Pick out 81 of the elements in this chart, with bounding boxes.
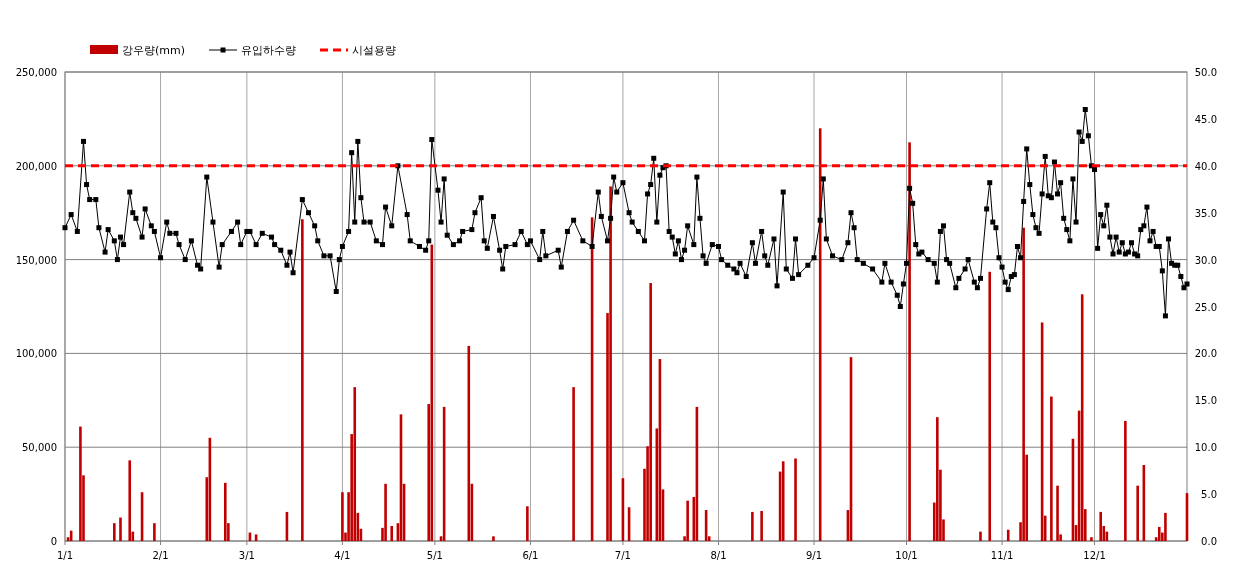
bar <box>467 345 471 541</box>
bar <box>707 536 711 541</box>
legend-label: 강우량(mm) <box>122 44 186 57</box>
bar <box>1157 526 1161 541</box>
x-tick-label: 5/1 <box>426 550 443 561</box>
bar <box>526 506 529 541</box>
y-tick-label: 250,000 <box>15 67 57 78</box>
y-tick-label: 0 <box>50 536 57 547</box>
bar <box>1006 529 1010 541</box>
x-tick-label: 7/1 <box>614 550 631 561</box>
bar <box>988 271 992 541</box>
bar <box>390 525 394 541</box>
y-tick-label: 50,000 <box>22 442 57 454</box>
y2-tick-label: 35.0 <box>1194 207 1217 219</box>
bar <box>781 461 785 541</box>
bar <box>1099 511 1102 541</box>
bar <box>760 510 763 541</box>
bar <box>1102 525 1106 541</box>
y2-tick-label: 5.0 <box>1201 489 1217 501</box>
x-tick-label: 2/1 <box>152 550 169 561</box>
bar <box>427 404 431 541</box>
legend-label: 시설용량 <box>352 44 397 57</box>
bar <box>932 502 936 541</box>
y2-tick-label: 25.0 <box>1194 301 1217 313</box>
bar <box>794 458 797 541</box>
bar <box>1124 420 1127 541</box>
bar <box>350 434 353 541</box>
y2-tick-label: 40.0 <box>1194 160 1217 172</box>
bar <box>353 387 357 541</box>
bar <box>939 469 942 541</box>
bar <box>344 532 347 541</box>
y-tick-label: 200,000 <box>15 160 57 172</box>
y2-tick-label: 0.0 <box>1201 536 1217 547</box>
bar <box>347 492 350 541</box>
y2-tick-label: 15.0 <box>1194 395 1217 407</box>
x-tick-label: 8/1 <box>710 550 727 561</box>
x-tick-label: 11/1 <box>990 550 1014 561</box>
x-tick-label: 1/1 <box>56 550 74 561</box>
bar <box>1056 485 1059 541</box>
bar <box>1043 515 1047 541</box>
bar <box>908 142 911 541</box>
bar <box>942 519 945 541</box>
bar <box>301 219 304 541</box>
bar <box>1050 396 1053 541</box>
bar <box>1136 485 1139 541</box>
bar <box>1083 509 1087 541</box>
bar <box>1025 454 1029 541</box>
bar <box>686 500 689 541</box>
y2-tick-label: 50.0 <box>1194 67 1217 78</box>
bar <box>384 483 387 541</box>
bar <box>341 492 344 541</box>
bar <box>606 313 609 541</box>
y-tick-label: 150,000 <box>15 254 57 266</box>
bar <box>609 186 612 541</box>
bar <box>572 387 575 541</box>
bar <box>751 511 754 541</box>
y-tick-label: 100,000 <box>15 348 57 360</box>
bar <box>381 527 384 541</box>
bar <box>936 417 939 541</box>
x-tick-label: 6/1 <box>522 550 539 561</box>
bar <box>683 536 686 541</box>
bar <box>979 531 982 541</box>
bar <box>492 536 495 541</box>
legend-label: 유입하수량 <box>241 44 297 57</box>
x-tick-label: 10/1 <box>895 550 918 561</box>
x-tick-label: 4/1 <box>334 550 351 561</box>
y2-tick-label: 20.0 <box>1194 348 1217 360</box>
x-tick-label: 9/1 <box>805 550 823 561</box>
bar <box>1164 512 1167 541</box>
x-tick-label: 12/1 <box>1083 550 1106 561</box>
bar <box>646 446 649 541</box>
y2-tick-label: 45.0 <box>1194 113 1217 125</box>
y2-tick-label: 10.0 <box>1194 442 1217 454</box>
x-tick-label: 3/1 <box>238 550 255 561</box>
bar <box>1059 534 1062 541</box>
y2-tick-label: 30.0 <box>1194 254 1217 266</box>
bar <box>1019 522 1022 541</box>
bar <box>649 283 652 541</box>
bar <box>1161 532 1164 541</box>
bar <box>643 468 646 541</box>
bar <box>1090 537 1093 541</box>
